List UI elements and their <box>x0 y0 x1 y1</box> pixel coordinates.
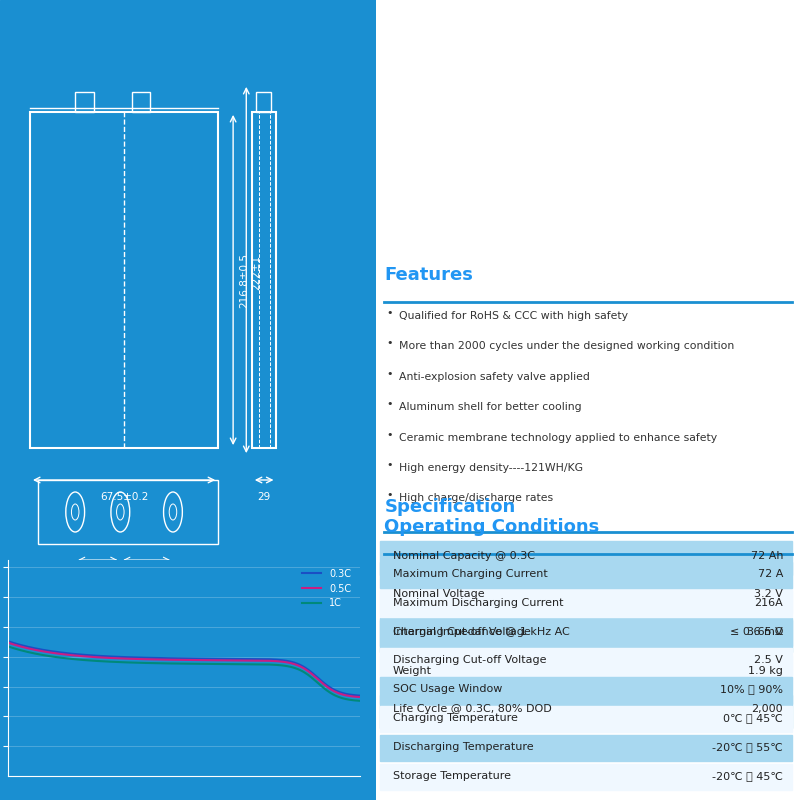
Text: Nominal Capacity @ 0.3C: Nominal Capacity @ 0.3C <box>393 550 535 561</box>
Text: Life Cycle @ 0.3C, 80% DOD: Life Cycle @ 0.3C, 80% DOD <box>393 704 552 714</box>
Text: 216A: 216A <box>754 598 783 608</box>
0.5C <box>322 682 332 692</box>
0.3C <box>218 654 228 663</box>
1C <box>355 696 365 706</box>
Text: SOC Usage Window: SOC Usage Window <box>393 684 502 694</box>
0.5C <box>300 664 310 674</box>
Bar <box>380 694 791 728</box>
1C <box>213 659 222 669</box>
Text: Aluminum shell for better cooling: Aluminum shell for better cooling <box>399 402 582 412</box>
Text: 2.5 V: 2.5 V <box>754 655 783 666</box>
Text: Discharging Cut-off Voltage: Discharging Cut-off Voltage <box>393 655 546 666</box>
Legend: 0.3C, 0.5C, 1C: 0.3C, 0.5C, 1C <box>298 565 355 612</box>
Text: •: • <box>386 338 393 349</box>
Bar <box>380 579 791 613</box>
Bar <box>380 656 791 690</box>
0.3C <box>4 637 14 646</box>
Text: Features: Features <box>385 266 474 284</box>
Bar <box>30 112 218 448</box>
Text: High charge/discharge rates: High charge/discharge rates <box>399 494 554 503</box>
Text: Charging Cut-off Voltage: Charging Cut-off Voltage <box>393 626 530 637</box>
Bar <box>380 618 791 651</box>
0.3C <box>322 681 332 690</box>
0.3C <box>3 636 13 646</box>
Bar <box>380 648 791 675</box>
0.5C <box>355 692 365 702</box>
Text: 32.85: 32.85 <box>83 574 109 583</box>
Text: Qualified for RoHS & CCC with high safety: Qualified for RoHS & CCC with high safet… <box>399 311 628 321</box>
Text: 135.0±1: 135.0±1 <box>106 612 150 622</box>
0.5C <box>4 638 14 648</box>
Text: Nominal Voltage: Nominal Voltage <box>393 589 485 599</box>
Text: Specification: Specification <box>385 498 516 516</box>
Text: -20℃ ～ 45℃: -20℃ ～ 45℃ <box>712 770 783 781</box>
0.3C <box>213 654 222 663</box>
Text: High energy density----121WH/KG: High energy density----121WH/KG <box>399 463 583 473</box>
Text: -20℃ ～ 55℃: -20℃ ～ 55℃ <box>712 742 783 752</box>
0.5C <box>211 655 221 665</box>
Text: Discharge Curve:: Discharge Curve: <box>19 565 166 579</box>
0.3C <box>300 662 310 672</box>
Bar <box>38 480 218 544</box>
Text: 216.8±0.5: 216.8±0.5 <box>238 253 249 307</box>
Text: Maximum Discharging Current: Maximum Discharging Current <box>393 598 563 608</box>
0.5C <box>3 638 13 647</box>
Text: •: • <box>386 490 393 501</box>
Text: •: • <box>386 430 393 440</box>
Bar <box>380 590 791 618</box>
Bar <box>132 92 150 112</box>
Text: 222±1: 222±1 <box>251 254 261 290</box>
1C <box>322 686 332 695</box>
Text: Charging Temperature: Charging Temperature <box>393 713 518 723</box>
1C <box>211 659 221 669</box>
Bar <box>380 562 791 589</box>
Text: Discharging Temperature: Discharging Temperature <box>393 742 534 752</box>
Bar <box>380 763 791 790</box>
Text: •: • <box>386 399 393 409</box>
Text: 72 Ah: 72 Ah <box>750 550 783 561</box>
Text: •: • <box>386 308 393 318</box>
Text: •: • <box>386 460 393 470</box>
Text: 10% ～ 90%: 10% ～ 90% <box>720 684 783 694</box>
Text: More than 2000 cycles under the designed working condition: More than 2000 cycles under the designed… <box>399 342 734 351</box>
Line: 0.5C: 0.5C <box>8 642 360 697</box>
Text: 3.65 V: 3.65 V <box>747 626 783 637</box>
Line: 1C: 1C <box>8 646 360 701</box>
Line: 0.3C: 0.3C <box>8 641 360 696</box>
Bar <box>75 92 94 112</box>
1C <box>4 642 14 651</box>
Text: 67.5±0.2: 67.5±0.2 <box>100 492 148 502</box>
Text: 0℃ ～ 45℃: 0℃ ～ 45℃ <box>723 713 783 723</box>
Text: ≤ 0.6 mΩ: ≤ 0.6 mΩ <box>730 627 783 638</box>
Text: 29: 29 <box>258 492 270 502</box>
0.5C <box>213 655 222 665</box>
0.5C <box>218 655 228 665</box>
Bar <box>380 677 791 704</box>
Text: Ceramic membrane technology applied to enhance safety: Ceramic membrane technology applied to e… <box>399 433 718 442</box>
Text: 1.9 kg: 1.9 kg <box>748 666 783 676</box>
Text: Internal Impedance @ 1 kHz AC: Internal Impedance @ 1 kHz AC <box>393 627 570 638</box>
Text: Operating Conditions: Operating Conditions <box>385 518 600 536</box>
Bar <box>380 619 791 646</box>
Text: Maximum Charging Current: Maximum Charging Current <box>393 569 548 579</box>
Text: 3.2 V: 3.2 V <box>754 589 783 599</box>
Bar <box>252 112 276 448</box>
1C <box>218 659 228 669</box>
Text: 34.65: 34.65 <box>134 574 159 583</box>
Bar <box>380 706 791 733</box>
Bar <box>257 92 271 112</box>
Text: •: • <box>386 369 393 378</box>
Text: Storage Temperature: Storage Temperature <box>393 770 511 781</box>
0.3C <box>355 691 365 701</box>
Text: 72 A: 72 A <box>758 569 783 579</box>
Text: Anti-explosion safety valve applied: Anti-explosion safety valve applied <box>399 372 590 382</box>
1C <box>300 668 310 678</box>
0.3C <box>211 654 221 663</box>
Bar <box>380 541 791 574</box>
1C <box>3 642 13 651</box>
Text: Weight: Weight <box>393 666 432 676</box>
Bar <box>380 734 791 762</box>
Text: 2,000: 2,000 <box>751 704 783 714</box>
